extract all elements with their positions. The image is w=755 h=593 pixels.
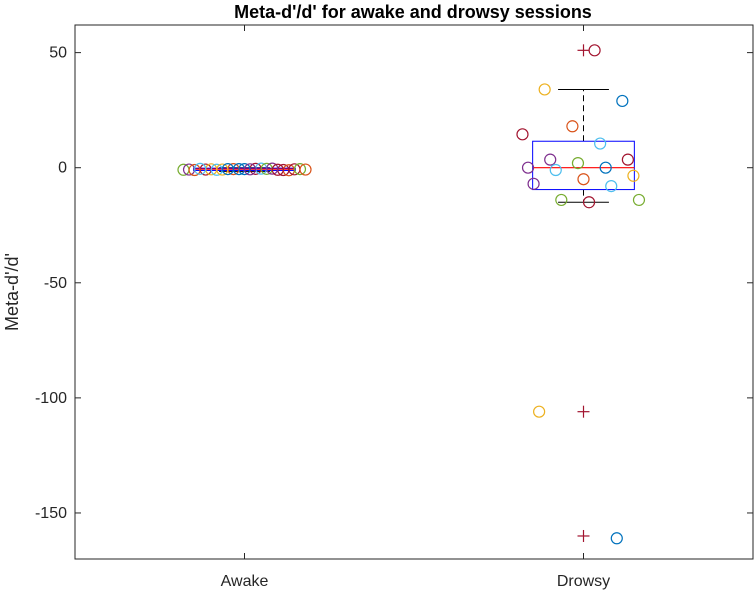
chart-title: Meta-d'/d' for awake and drowsy sessions — [234, 2, 592, 22]
data-point — [238, 162, 251, 176]
data-point — [616, 94, 629, 108]
y-axis-label: Meta-d'/d' — [2, 253, 22, 331]
data-point — [299, 163, 312, 176]
x-axis: Awake Drowsy — [221, 25, 610, 590]
data-point — [221, 162, 234, 176]
y-tick-label: 50 — [49, 45, 67, 62]
data-point — [194, 162, 207, 175]
data-point — [533, 405, 546, 418]
data-point — [605, 180, 618, 193]
x-tick-label: Drowsy — [557, 573, 610, 590]
data-point — [243, 163, 257, 176]
data-point — [555, 193, 568, 207]
data-point — [544, 153, 557, 166]
data-point — [632, 193, 646, 207]
data-point — [594, 137, 607, 150]
plot-area — [74, 24, 754, 560]
data-point — [216, 163, 229, 176]
data-point — [527, 177, 540, 190]
data-point — [571, 157, 585, 170]
y-axis: 50 0 -50 -100 -150 — [35, 45, 753, 522]
x-tick-label: Awake — [221, 573, 269, 590]
y-tick-label: 0 — [58, 160, 67, 177]
data-point — [549, 163, 562, 177]
data-point — [627, 169, 640, 182]
data-point — [271, 163, 284, 176]
scatter-points — [177, 44, 646, 545]
data-point — [577, 173, 590, 186]
y-tick-label: -150 — [35, 505, 67, 522]
data-point — [610, 532, 623, 545]
data-point — [566, 120, 579, 133]
data-point — [188, 163, 201, 177]
data-point — [538, 83, 551, 96]
y-tick-label: -50 — [44, 275, 67, 292]
data-point — [266, 162, 279, 175]
data-point — [621, 153, 634, 166]
data-point — [582, 196, 596, 209]
data-point — [521, 161, 535, 174]
data-point — [293, 162, 307, 176]
data-point — [599, 161, 612, 174]
data-point — [516, 128, 529, 141]
y-tick-label: -100 — [35, 390, 67, 407]
data-point — [588, 44, 601, 57]
